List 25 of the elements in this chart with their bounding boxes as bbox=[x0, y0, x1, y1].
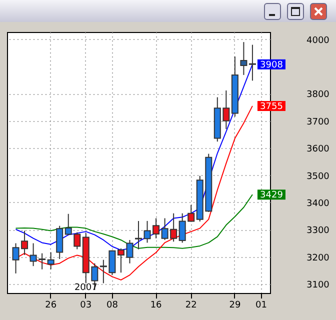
annotation: 2007 bbox=[74, 283, 98, 293]
y-tick-label: 3100 bbox=[306, 280, 330, 291]
x-tick-label: 22 bbox=[185, 300, 197, 310]
y-tick-label: 3400 bbox=[306, 198, 330, 209]
data-label: 3908 bbox=[260, 60, 284, 70]
candlestick bbox=[248, 44, 256, 82]
data-label: 3755 bbox=[260, 102, 283, 112]
y-tick-label: 4000 bbox=[306, 36, 330, 46]
x-tick-label: 03 bbox=[80, 300, 92, 310]
candlestick bbox=[56, 225, 64, 260]
x-tick-label: 08 bbox=[106, 300, 118, 310]
x-tick-label: 29 bbox=[229, 300, 241, 310]
data-label: 3429 bbox=[260, 190, 284, 201]
x-tick-label: 01 bbox=[256, 300, 267, 310]
candlestick bbox=[240, 42, 248, 76]
y-tick-label: 3300 bbox=[306, 226, 330, 236]
y-tick-label: 3600 bbox=[306, 144, 330, 155]
x-tick-label: 16 bbox=[150, 300, 162, 310]
x-tick-label: 26 bbox=[45, 300, 57, 310]
y-tick-label: 3700 bbox=[306, 117, 330, 128]
y-tick-label: 3500 bbox=[306, 172, 330, 182]
y-tick-label: 3800 bbox=[306, 90, 330, 100]
candlestick bbox=[47, 252, 54, 270]
candlestick bbox=[135, 220, 142, 250]
y-tick-label: 3200 bbox=[306, 253, 330, 264]
